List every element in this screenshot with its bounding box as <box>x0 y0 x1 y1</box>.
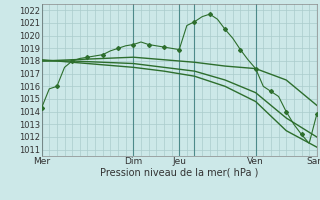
X-axis label: Pression niveau de la mer( hPa ): Pression niveau de la mer( hPa ) <box>100 168 258 178</box>
